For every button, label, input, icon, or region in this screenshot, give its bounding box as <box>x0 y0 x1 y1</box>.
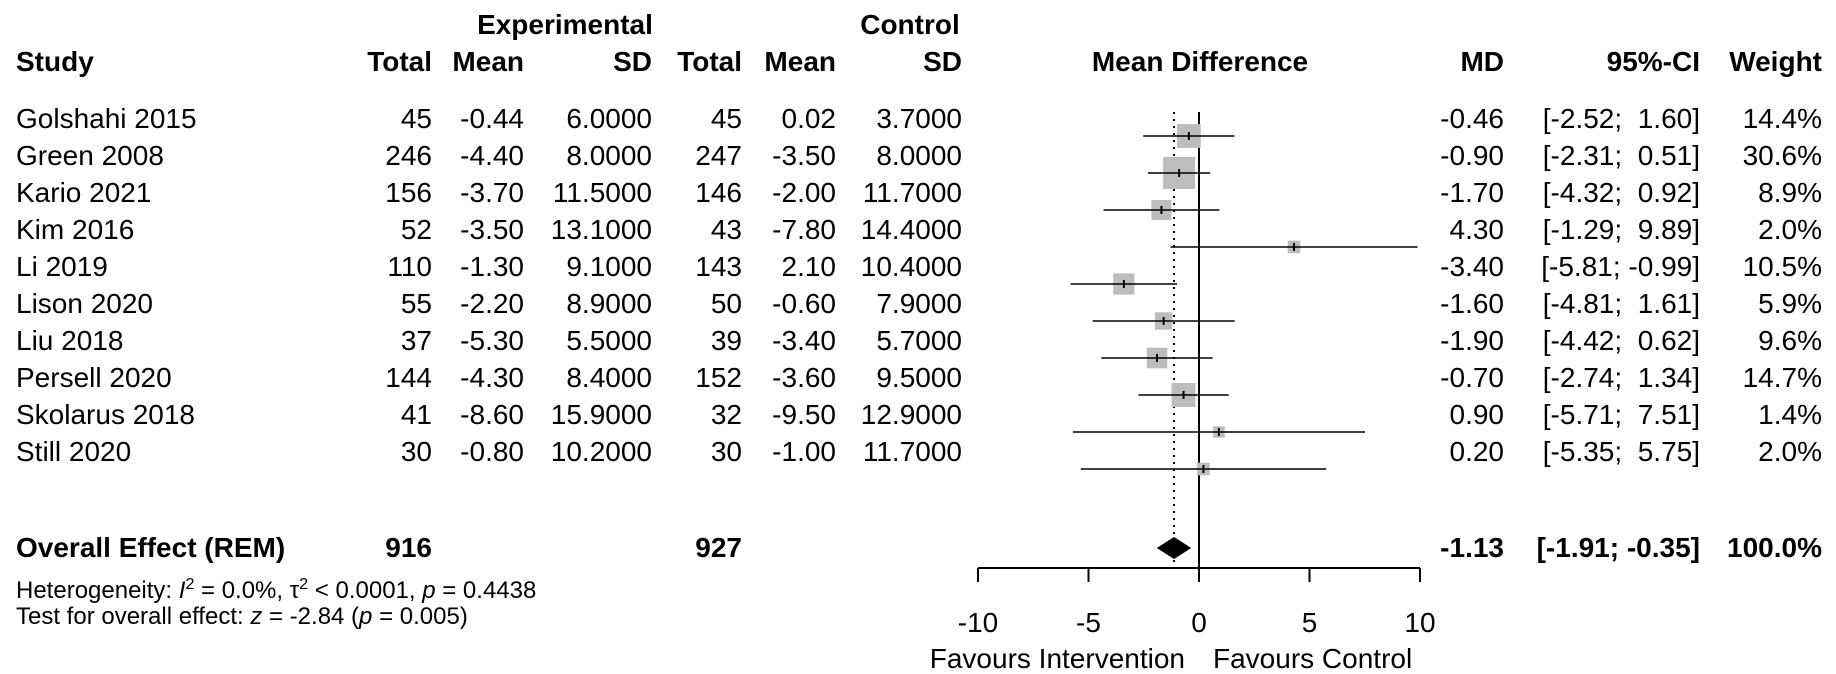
x-tick-label: 10 <box>1404 607 1435 638</box>
favours-intervention-label: Favours Intervention <box>930 643 1185 674</box>
favours-control-label: Favours Control <box>1213 643 1412 674</box>
x-tick-label: 5 <box>1302 607 1318 638</box>
x-tick-label: -5 <box>1076 607 1101 638</box>
x-tick-label: 0 <box>1191 607 1207 638</box>
overall-effect-diamond <box>1157 537 1191 559</box>
x-tick-label: -10 <box>958 607 998 638</box>
